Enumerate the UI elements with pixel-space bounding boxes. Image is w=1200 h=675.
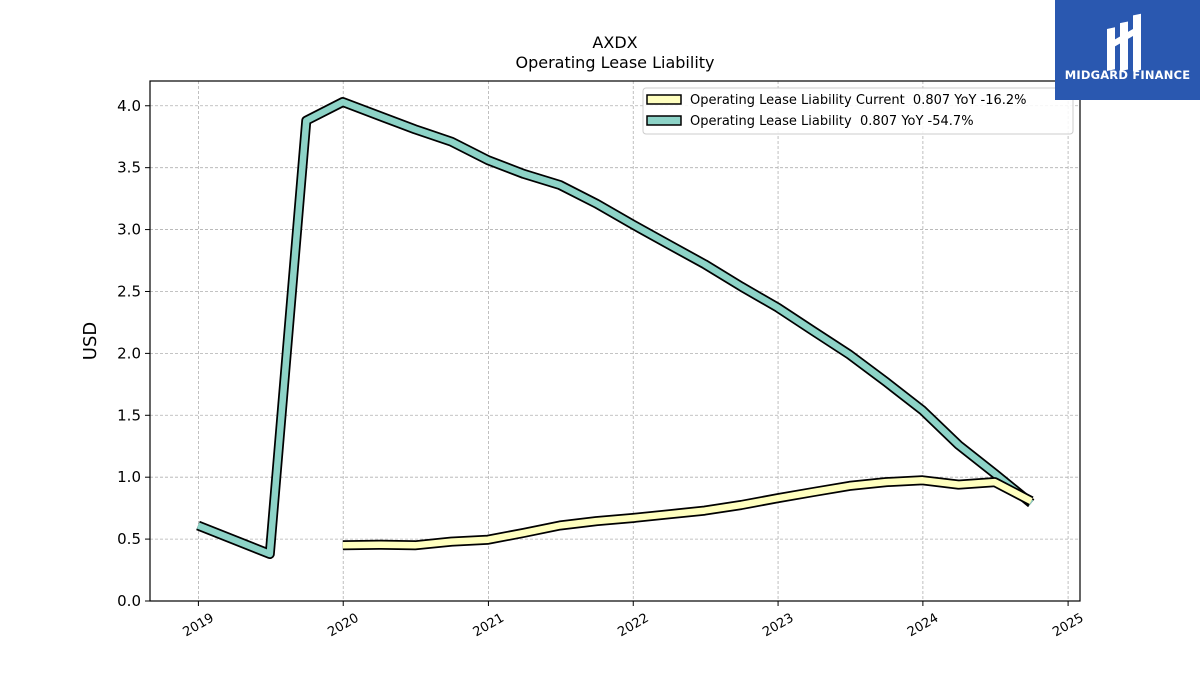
y-tick-label: 3.5 (117, 159, 141, 177)
x-tick-label: 2021 (471, 611, 507, 641)
y-tick-label: 2.0 (117, 344, 141, 362)
series-layer (196, 97, 1035, 559)
chart-subtitle: Operating Lease Liability (515, 53, 714, 72)
y-tick-label: 0.5 (117, 530, 141, 548)
y-tick-label: 0.0 (117, 592, 141, 610)
brand-logo: MIDGARD FINANCE (1055, 0, 1200, 100)
y-tick-label: 3.0 (117, 221, 141, 239)
plot-frame (149, 80, 1081, 602)
legend-label-current: Operating Lease Liability Current 0.807 … (690, 93, 1027, 108)
series-1-line (196, 98, 1034, 558)
y-tick-label: 1.0 (117, 468, 141, 486)
y-axis-label: USD (80, 322, 101, 360)
brand-name: MIDGARD FINANCE (1064, 68, 1191, 82)
y-axis-ticks: 0.0 0.5 1.0 1.5 2.0 2.5 3.0 3.5 4.0 (117, 97, 150, 610)
legend-label-total: Operating Lease Liability 0.807 YoY -54.… (690, 114, 974, 129)
legend-frame (642, 87, 1074, 135)
legend-swatch-total (646, 115, 682, 126)
legend-swatch-current (646, 94, 682, 105)
x-tick-label: 2024 (905, 611, 941, 641)
x-tick-label: 2025 (1050, 611, 1086, 641)
series-1-outline (196, 97, 1035, 559)
y-tick-label: 4.0 (117, 97, 141, 115)
x-axis-ticks: 2019 2020 2021 2022 2023 2024 2025 (181, 601, 1086, 641)
midgard-m-logo-icon (1107, 13, 1141, 72)
x-tick-label: 2023 (760, 611, 796, 641)
chart-title: AXDX (592, 33, 637, 52)
series-0-line (342, 477, 1033, 549)
y-tick-label: 2.5 (117, 282, 141, 300)
y-tick-label: 1.5 (117, 406, 141, 424)
x-tick-label: 2019 (181, 611, 217, 641)
legend: Operating Lease Liability Current 0.807 … (642, 87, 1074, 135)
x-tick-label: 2022 (615, 611, 651, 641)
x-tick-label: 2020 (325, 611, 361, 641)
